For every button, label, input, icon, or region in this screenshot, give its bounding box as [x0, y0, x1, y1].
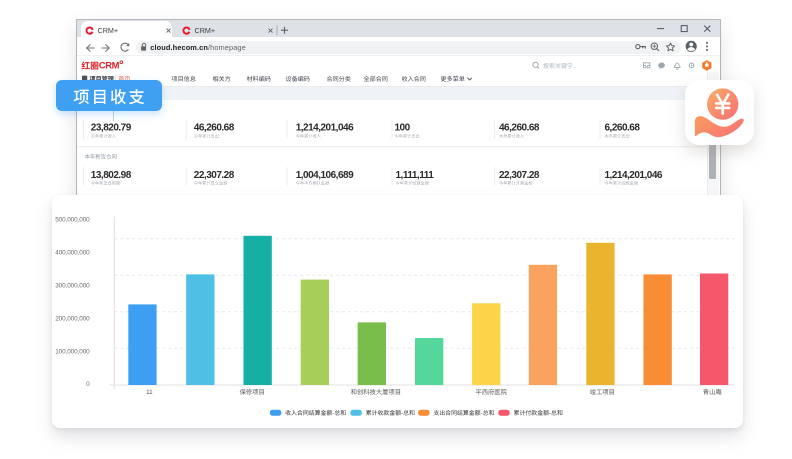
svg-text:46,260.68: 46,260.68	[499, 122, 540, 133]
svg-text:6,260.68: 6,260.68	[604, 122, 640, 133]
svg-text:300,000,000: 300,000,000	[56, 282, 91, 289]
svg-text:1,111,111: 1,111,111	[395, 170, 434, 181]
svg-text:11: 11	[146, 389, 153, 396]
svg-text:100,000,000: 100,000,000	[56, 348, 91, 355]
svg-text:..: ..	[573, 64, 577, 70]
svg-text:200,000,000: 200,000,000	[56, 315, 91, 322]
svg-text:1,004,106,689: 1,004,106,689	[295, 170, 353, 181]
svg-text:CRM: CRM	[98, 60, 119, 71]
svg-text:22,307.28: 22,307.28	[193, 170, 234, 181]
svg-text:1,214,201,046: 1,214,201,046	[295, 122, 353, 133]
svg-text:CRM+: CRM+	[194, 26, 215, 35]
svg-text:100: 100	[394, 122, 410, 133]
svg-text:1,214,201,046: 1,214,201,046	[604, 170, 662, 181]
svg-text:0: 0	[86, 381, 90, 388]
svg-text:46,260.68: 46,260.68	[193, 122, 234, 133]
svg-text:500,000,000: 500,000,000	[56, 217, 91, 224]
svg-text:400,000,000: 400,000,000	[56, 250, 91, 257]
svg-text:22,307.28: 22,307.28	[499, 170, 540, 181]
svg-text:23,820.79: 23,820.79	[90, 122, 131, 133]
svg-text:13,802.98: 13,802.98	[90, 170, 131, 181]
svg-text:CRM+: CRM+	[97, 26, 118, 35]
